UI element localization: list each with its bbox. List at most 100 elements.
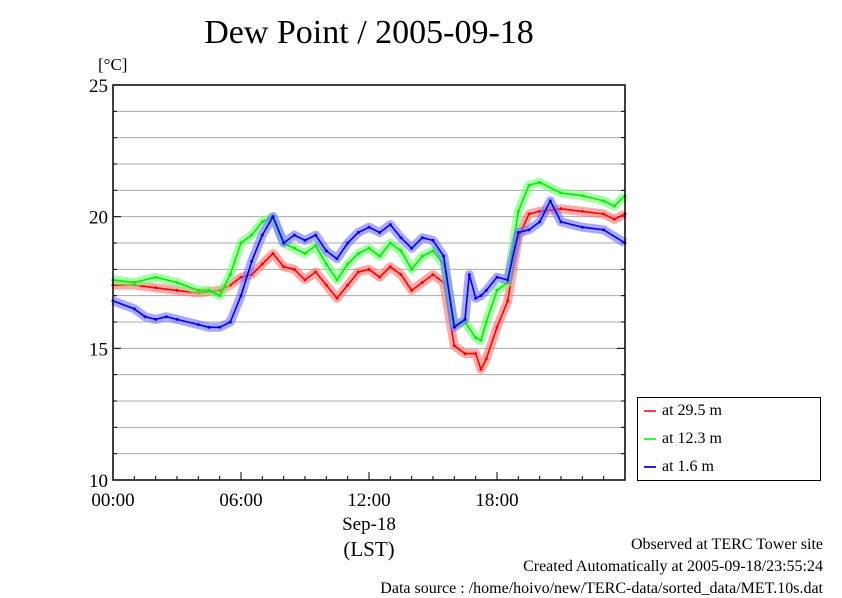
x-tick-label: 18:00: [475, 490, 518, 511]
data-point: [218, 294, 222, 298]
data-point: [239, 294, 243, 298]
data-point: [324, 283, 328, 287]
data-point: [559, 220, 563, 224]
data-point: [388, 241, 392, 245]
data-point: [484, 320, 488, 324]
y-tick-label: 15: [89, 339, 108, 360]
data-point: [452, 344, 456, 348]
data-point: [324, 249, 328, 253]
data-point: [292, 246, 296, 250]
data-point: [314, 244, 318, 248]
data-point: [420, 236, 424, 240]
data-point: [559, 207, 563, 211]
data-point: [474, 336, 478, 340]
data-point: [410, 246, 414, 250]
y-tick-label: 20: [89, 208, 108, 229]
data-point: [378, 275, 382, 279]
legend-swatch: [644, 438, 656, 440]
data-point: [324, 262, 328, 266]
data-point: [399, 236, 403, 240]
data-point: [580, 194, 584, 198]
x-tick-label: 12:00: [347, 490, 390, 511]
data-point: [282, 241, 286, 245]
date-label: Sep-18: [342, 514, 396, 535]
data-point: [346, 283, 350, 287]
data-point: [495, 325, 499, 329]
legend-label: at 29.5 m: [662, 402, 722, 419]
data-point: [154, 317, 158, 321]
data-point: [602, 212, 606, 216]
data-point: [164, 315, 168, 319]
data-point: [516, 230, 520, 234]
data-point: [527, 228, 531, 232]
data-point: [602, 228, 606, 232]
data-point: [378, 230, 382, 234]
data-point: [260, 262, 264, 266]
data-point: [228, 273, 232, 277]
y-axis-label: [°C]: [98, 55, 127, 74]
data-point: [479, 294, 483, 298]
legend-swatch: [644, 466, 656, 468]
data-point: [431, 273, 435, 277]
data-point: [335, 296, 339, 300]
data-point: [239, 275, 243, 279]
footer-created: Created Automatically at 2005-09-18/23:5…: [523, 558, 823, 575]
data-point: [399, 273, 403, 277]
x-axis-label: (LST): [343, 537, 394, 561]
data-point: [506, 278, 510, 282]
data-point: [495, 288, 499, 292]
data-point: [356, 230, 360, 234]
data-point: [250, 233, 254, 237]
data-point: [431, 238, 435, 242]
data-point: [207, 288, 211, 292]
data-point: [239, 241, 243, 245]
data-point: [367, 267, 371, 271]
data-point: [303, 238, 307, 242]
data-point: [527, 212, 531, 216]
data-point: [388, 223, 392, 227]
x-tick-label: 00:00: [91, 490, 134, 511]
legend-item-1-6m: at 1.6 m: [644, 458, 714, 476]
data-point: [282, 265, 286, 269]
data-point: [474, 352, 478, 356]
footer-site: Observed at TERC Tower site: [630, 536, 823, 553]
data-point: [154, 275, 158, 279]
data-point: [356, 270, 360, 274]
data-point: [580, 225, 584, 229]
data-point: [292, 267, 296, 271]
data-point: [218, 325, 222, 329]
data-point: [479, 367, 483, 371]
data-point: [602, 199, 606, 203]
data-point: [346, 262, 350, 266]
chart-title: Dew Point / 2005-09-18: [204, 14, 534, 51]
data-point: [346, 241, 350, 245]
data-point: [431, 249, 435, 253]
data-point: [420, 281, 424, 284]
data-point: [228, 320, 232, 324]
data-point: [612, 204, 616, 208]
data-point: [399, 249, 403, 253]
data-point: [410, 288, 414, 292]
data-point: [506, 299, 510, 303]
data-point: [196, 288, 200, 292]
data-point: [452, 325, 456, 329]
data-point: [314, 270, 318, 274]
data-point: [410, 267, 414, 271]
data-point: [356, 252, 360, 256]
footer-source: Data source : /home/hoivo/new/TERC-data/…: [380, 580, 823, 597]
data-point: [367, 225, 371, 229]
data-point: [388, 265, 392, 269]
data-point: [132, 281, 136, 284]
data-point: [303, 252, 307, 256]
data-point: [271, 252, 275, 256]
data-point: [378, 254, 382, 258]
data-point: [527, 183, 531, 187]
x-tick-label: 06:00: [219, 490, 262, 511]
data-point: [132, 307, 136, 311]
data-point: [175, 281, 179, 284]
data-point: [143, 315, 147, 319]
data-point: [175, 317, 179, 321]
series-band-2: [111, 196, 628, 332]
data-point: [580, 209, 584, 213]
